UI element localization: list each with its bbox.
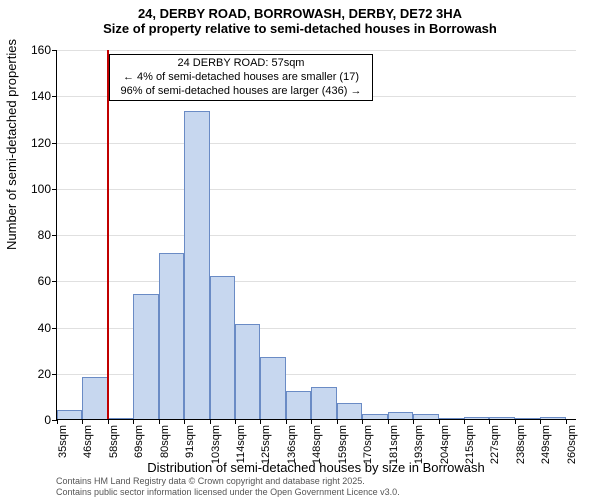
histogram-bar: [108, 418, 133, 419]
x-tick-label: 136sqm: [286, 425, 298, 464]
y-tick-mark: [52, 50, 57, 51]
x-tick-label: 148sqm: [311, 425, 323, 464]
reference-line: [107, 50, 109, 419]
y-tick-label: 140: [31, 89, 51, 103]
x-tick-mark: [311, 419, 312, 424]
y-tick-label: 120: [31, 136, 51, 150]
y-tick-label: 80: [38, 228, 51, 242]
histogram-bar: [388, 412, 413, 419]
x-tick-mark: [159, 419, 160, 424]
histogram-bar: [235, 324, 260, 419]
legend-line-1: 24 DERBY ROAD: 57sqm: [116, 57, 366, 71]
histogram-bar: [515, 418, 540, 419]
x-tick-label: 58sqm: [108, 425, 120, 458]
x-tick-mark: [515, 419, 516, 424]
histogram-bar: [184, 111, 209, 419]
histogram-bar: [210, 276, 235, 419]
chart-container: 24, DERBY ROAD, BORROWASH, DERBY, DE72 3…: [0, 0, 600, 500]
histogram-bar: [464, 417, 489, 419]
x-tick-label: 215sqm: [464, 425, 476, 464]
y-tick-mark: [52, 328, 57, 329]
y-axis-label: Number of semi-detached properties: [4, 39, 19, 250]
histogram-bar: [159, 253, 184, 420]
y-tick-mark: [52, 374, 57, 375]
chart-subtitle: Size of property relative to semi-detach…: [0, 21, 600, 36]
x-tick-mark: [82, 419, 83, 424]
x-tick-mark: [108, 419, 109, 424]
histogram-bar: [286, 391, 311, 419]
x-tick-label: 69sqm: [133, 425, 145, 458]
chart-title-address: 24, DERBY ROAD, BORROWASH, DERBY, DE72 3…: [0, 6, 600, 21]
x-tick-mark: [362, 419, 363, 424]
x-tick-label: 103sqm: [210, 425, 222, 464]
x-tick-label: 181sqm: [388, 425, 400, 464]
y-tick-mark: [52, 235, 57, 236]
histogram-bar: [337, 403, 362, 419]
y-tick-label: 160: [31, 43, 51, 57]
x-tick-mark: [489, 419, 490, 424]
x-tick-mark: [235, 419, 236, 424]
x-tick-mark: [184, 419, 185, 424]
histogram-bar: [82, 377, 107, 419]
x-tick-mark: [413, 419, 414, 424]
y-tick-mark: [52, 189, 57, 190]
x-tick-label: 35sqm: [57, 425, 69, 458]
x-tick-label: 238sqm: [515, 425, 527, 464]
footer-block: Contains HM Land Registry data © Crown c…: [56, 476, 400, 498]
x-tick-mark: [464, 419, 465, 424]
x-tick-label: 114sqm: [235, 425, 247, 463]
y-tick-label: 40: [38, 321, 51, 335]
x-tick-mark: [540, 419, 541, 424]
x-tick-mark: [133, 419, 134, 424]
plot-area: 020406080100120140160 24 DERBY ROAD: 57s…: [56, 50, 576, 420]
x-tick-label: 260sqm: [566, 425, 578, 464]
x-axis-label: Distribution of semi-detached houses by …: [56, 460, 576, 475]
histogram-bar: [311, 387, 336, 419]
x-tick-label: 46sqm: [82, 425, 94, 458]
legend-line-3: 96% of semi-detached houses are larger (…: [116, 85, 366, 99]
histogram-bar: [439, 418, 464, 419]
histogram-bar: [57, 410, 82, 419]
y-tick-mark: [52, 281, 57, 282]
histogram-bar: [489, 417, 514, 419]
y-tick-label: 0: [44, 413, 51, 427]
x-tick-label: 204sqm: [439, 425, 451, 464]
legend-line-2: ← 4% of semi-detached houses are smaller…: [116, 71, 366, 85]
x-tick-mark: [566, 419, 567, 424]
legend-box: 24 DERBY ROAD: 57sqm ← 4% of semi-detach…: [109, 54, 373, 101]
x-tick-label: 125sqm: [260, 425, 272, 464]
x-tick-mark: [210, 419, 211, 424]
y-tick-label: 60: [38, 274, 51, 288]
histogram-bar: [260, 357, 285, 419]
y-tick-label: 20: [38, 367, 51, 381]
x-tick-label: 91sqm: [184, 425, 196, 458]
histogram-bar: [362, 414, 387, 419]
footer-line-1: Contains HM Land Registry data © Crown c…: [56, 476, 400, 487]
x-tick-mark: [439, 419, 440, 424]
x-tick-mark: [260, 419, 261, 424]
x-tick-label: 159sqm: [337, 425, 349, 464]
y-tick-mark: [52, 143, 57, 144]
x-tick-label: 170sqm: [362, 425, 374, 464]
y-tick-mark: [52, 96, 57, 97]
bars-layer: [57, 50, 576, 419]
footer-line-2: Contains public sector information licen…: [56, 487, 400, 498]
x-tick-mark: [337, 419, 338, 424]
y-tick-label: 100: [31, 182, 51, 196]
x-tick-label: 227sqm: [489, 425, 501, 464]
x-tick-mark: [57, 419, 58, 424]
x-tick-mark: [286, 419, 287, 424]
histogram-bar: [133, 294, 158, 419]
x-tick-mark: [388, 419, 389, 424]
x-tick-label: 80sqm: [159, 425, 171, 458]
title-block: 24, DERBY ROAD, BORROWASH, DERBY, DE72 3…: [0, 6, 600, 36]
histogram-bar: [540, 417, 565, 419]
x-tick-label: 249sqm: [540, 425, 552, 464]
x-tick-label: 193sqm: [413, 425, 425, 464]
histogram-bar: [413, 414, 438, 419]
